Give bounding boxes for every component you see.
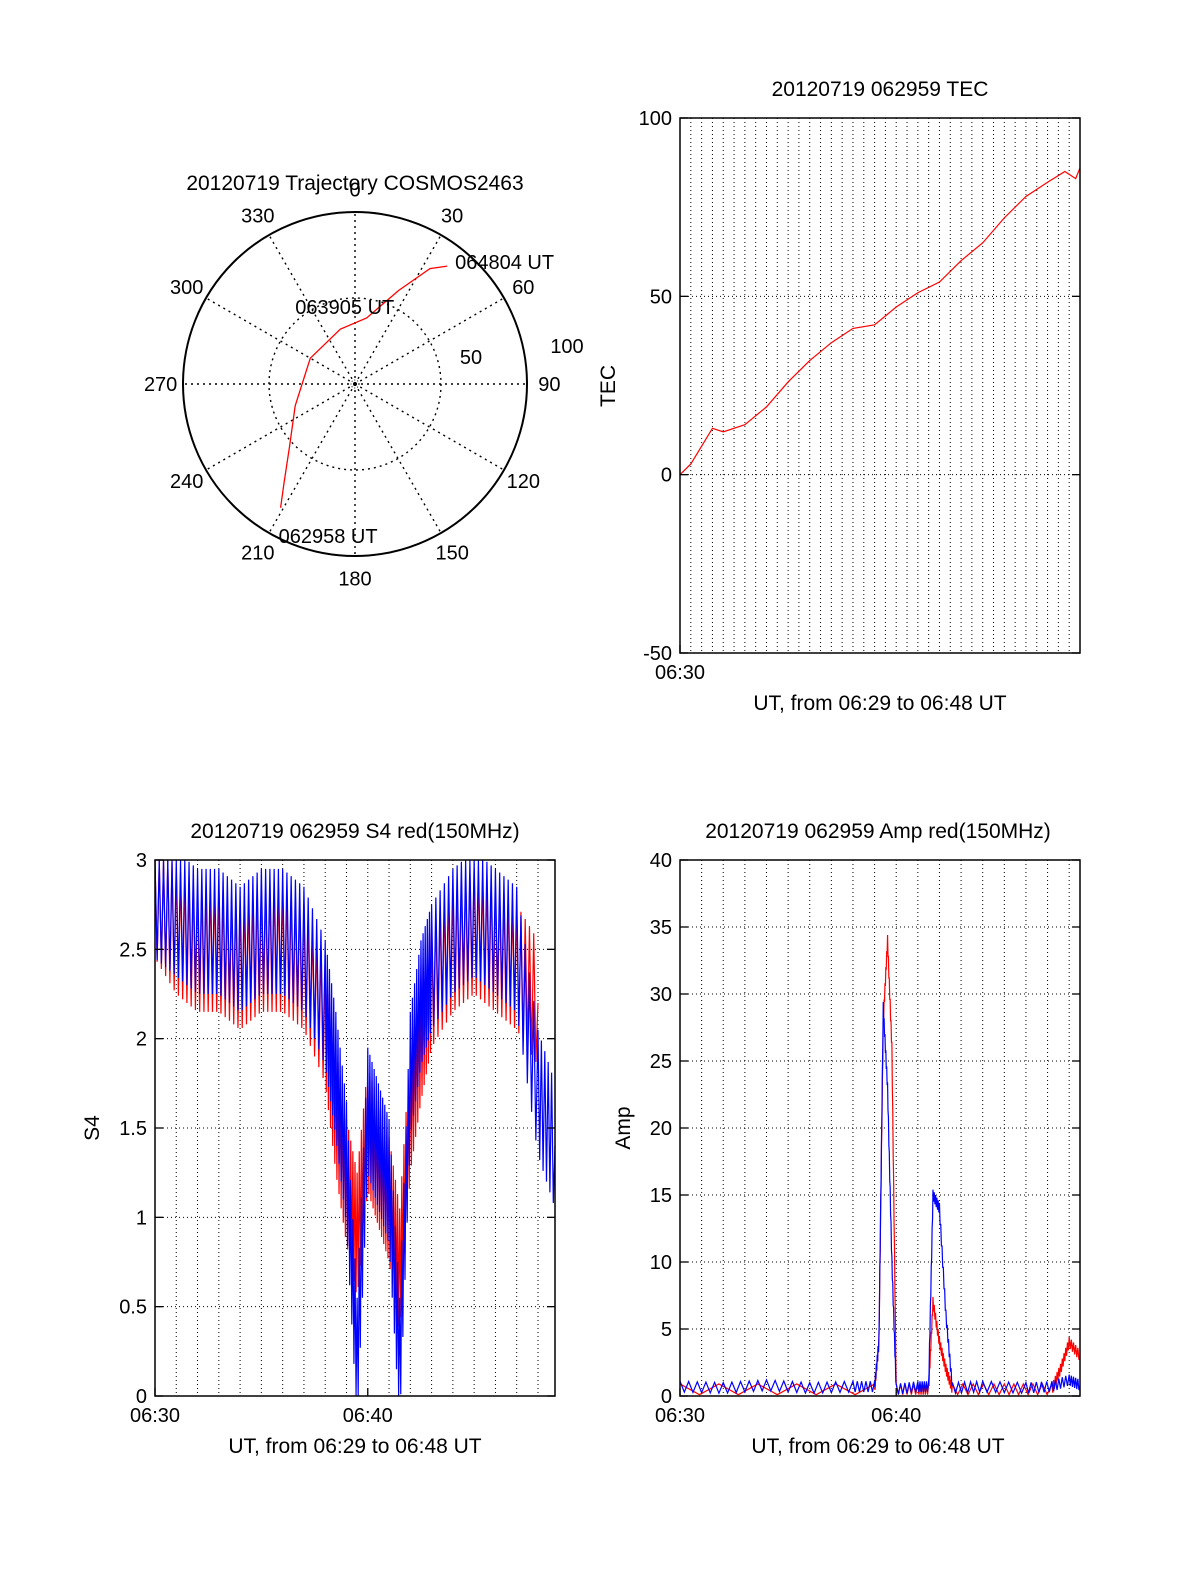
polar-angle-label: 30 [441, 206, 463, 228]
amp-panel: 20120719 062959 Amp red(150MHz) UT, from… [612, 820, 1081, 1458]
s4-title: 20120719 062959 S4 red(150MHz) [190, 820, 519, 843]
series-line [679, 167, 1081, 476]
y-tick-label: 25 [650, 1051, 672, 1073]
y-tick-label: 2.5 [119, 939, 147, 961]
series-line [679, 935, 1081, 1397]
amp-xlabel: UT, from 06:29 to 06:48 UT [751, 1435, 1004, 1458]
tec-panel: 20120719 062959 TEC UT, from 06:29 to 06… [597, 78, 1081, 715]
y-tick-label: 40 [650, 850, 672, 872]
x-tick-label: 06:40 [343, 1405, 393, 1427]
polar-spoke [354, 383, 505, 471]
y-tick-label: 0.5 [119, 1297, 147, 1319]
s4-xlabel: UT, from 06:29 to 06:48 UT [228, 1435, 481, 1458]
y-tick-label: 10 [650, 1252, 672, 1274]
polar-outer-circle [182, 211, 528, 557]
plot-frame [679, 117, 1081, 654]
tec-ylabel: TEC [597, 365, 620, 407]
y-tick-label: 20 [650, 1118, 672, 1140]
polar-radial-label: 50 [460, 347, 482, 369]
polar-angle-label: 300 [170, 277, 203, 299]
amp-title: 20120719 062959 Amp red(150MHz) [705, 820, 1051, 843]
x-tick-label: 06:30 [130, 1405, 180, 1427]
tec-title: 20120719 062959 TEC [772, 78, 989, 101]
y-tick-label: 35 [650, 917, 672, 939]
trajectory-line [279, 265, 448, 508]
polar-spoke [268, 234, 356, 385]
polar-grid-circle [350, 379, 360, 389]
polar-title: 20120719 Trajectory COSMOS2463 [186, 172, 523, 195]
polar-spoke [268, 383, 356, 534]
y-tick-label: 0 [136, 1386, 147, 1408]
time-annotation: 063905 UT [295, 297, 394, 319]
polar-spoke [354, 383, 442, 534]
x-tick-label: 06:30 [655, 662, 705, 684]
polar-angle-label: 60 [512, 277, 534, 299]
polar-angle-label: 240 [170, 471, 203, 493]
time-annotation: 064804 UT [455, 252, 554, 274]
s4-ylabel: S4 [81, 1115, 104, 1141]
y-tick-label: 3 [136, 850, 147, 872]
x-tick-label: 06:30 [655, 1405, 705, 1427]
series-line [679, 1002, 1081, 1396]
x-tick-label: 06:40 [871, 1405, 921, 1427]
y-tick-label: 1.5 [119, 1118, 147, 1140]
y-tick-label: 5 [661, 1319, 672, 1341]
y-tick-label: 30 [650, 984, 672, 1006]
polar-angle-label: 270 [144, 374, 177, 396]
s4-panel: 20120719 062959 S4 red(150MHz) UT, from … [81, 820, 556, 1458]
polar-trajectory-panel: 20120719 Trajectory COSMOS2463 0 30 60 90 12… [144, 172, 584, 590]
polar-angle-label: 0 [349, 180, 360, 202]
polar-radial-label: 100 [550, 336, 583, 358]
polar-spoke [205, 297, 356, 385]
polar-angle-label: 90 [538, 374, 560, 396]
y-tick-label: 50 [650, 286, 672, 308]
y-tick-label: 100 [639, 108, 672, 130]
y-tick-label: 0 [661, 1386, 672, 1408]
polar-spoke [354, 234, 442, 385]
y-tick-label: -50 [643, 643, 672, 665]
polar-spoke [205, 383, 356, 471]
polar-angle-label: 150 [435, 542, 468, 564]
polar-angle-label: 120 [507, 471, 540, 493]
y-tick-label: 0 [661, 465, 672, 487]
y-tick-label: 2 [136, 1029, 147, 1051]
y-tick-label: 15 [650, 1185, 672, 1207]
y-tick-label: 1 [136, 1207, 147, 1229]
time-annotation: 062958 UT [279, 526, 378, 548]
polar-angle-label: 330 [241, 206, 274, 228]
polar-angle-label: 180 [338, 568, 371, 590]
polar-spoke [354, 297, 505, 385]
amp-ylabel: Amp [612, 1106, 635, 1149]
polar-angle-label: 210 [241, 542, 274, 564]
tec-xlabel: UT, from 06:29 to 06:48 UT [753, 692, 1006, 715]
